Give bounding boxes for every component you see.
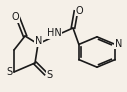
Text: O: O [12,12,19,22]
Text: HN: HN [47,28,62,38]
Text: N: N [115,39,122,49]
Text: O: O [75,6,83,16]
Text: S: S [6,67,13,77]
Text: N: N [35,36,42,46]
Text: S: S [47,70,53,80]
